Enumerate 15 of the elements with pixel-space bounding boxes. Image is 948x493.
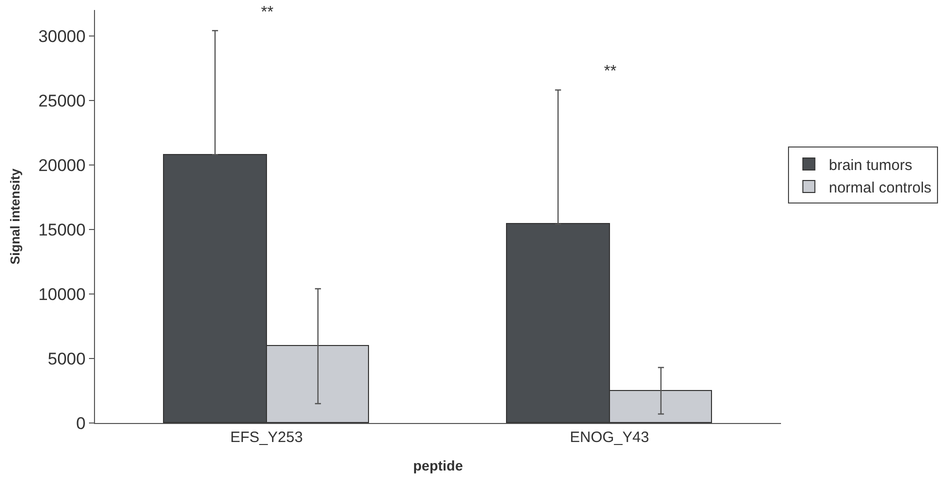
y-tick-label: 10000 — [38, 284, 86, 304]
annotation: ** — [604, 63, 616, 80]
legend-label: brain tumors — [828, 156, 912, 174]
y-tick-label: 30000 — [38, 26, 86, 46]
annotation: ** — [261, 4, 274, 21]
y-tick-label: 20000 — [38, 156, 86, 175]
y-tick-label: 15000 — [38, 220, 86, 240]
legend-label: normal controls — [828, 179, 932, 196]
y-tick-label: 5000 — [48, 349, 86, 368]
y-tick-label: 25000 — [38, 91, 86, 110]
x-tick-label: ENOG_Y43 — [570, 429, 650, 446]
x-axis-title: peptide — [413, 457, 464, 474]
y-axis-title: Signal intensity — [7, 168, 22, 265]
x-tick-label: EFS_Y253 — [230, 429, 303, 446]
y-tick-label: 0 — [76, 414, 86, 433]
